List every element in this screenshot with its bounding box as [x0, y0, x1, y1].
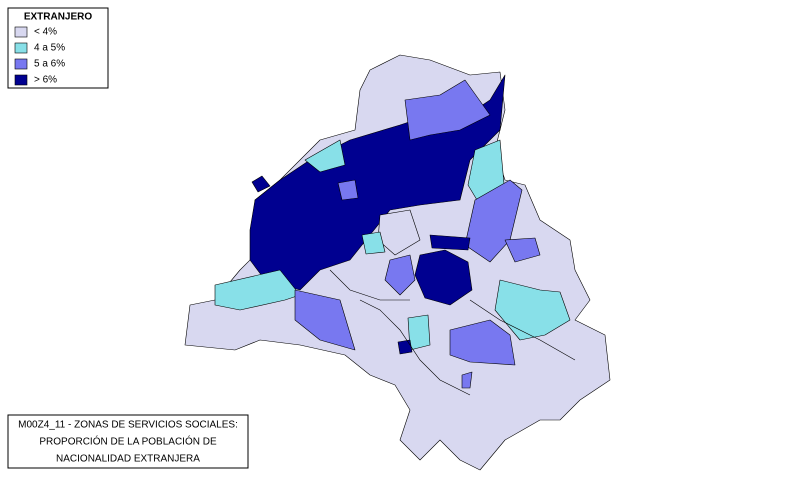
zone [494, 279, 571, 341]
zone [504, 237, 541, 263]
legend-swatch [14, 42, 28, 54]
zone [337, 179, 359, 201]
caption-line: NACIONALIDAD EXTRANJERA [56, 454, 200, 465]
map [184, 54, 611, 471]
boundary [329, 269, 410, 301]
zone [384, 254, 416, 296]
zone [461, 371, 473, 389]
legend-swatch [14, 74, 28, 86]
caption: M00Z4_11 - ZONAS DE SERVICIOS SOCIALES: P… [7, 414, 249, 469]
legend: EXTRANJERO < 4% 4 a 5% 5 a 6% > 6% [7, 7, 109, 89]
zone [414, 249, 473, 306]
caption-box [7, 414, 249, 469]
zone [404, 79, 491, 141]
legend-label: < 4% [34, 27, 57, 38]
legend-swatch [14, 26, 28, 38]
legend-swatch [14, 58, 28, 70]
zone [304, 139, 346, 173]
zone [361, 231, 386, 255]
legend-label: 5 a 6% [34, 59, 65, 70]
boundary [359, 299, 471, 396]
zone [449, 319, 516, 366]
zone [397, 339, 413, 355]
zone [251, 175, 271, 193]
legend-label: 4 a 5% [34, 43, 65, 54]
boundary [469, 299, 576, 361]
zone [214, 269, 301, 311]
zone [407, 314, 431, 351]
caption-line: PROPORCIÓN DE LA POBLACIÓN DE [39, 435, 217, 448]
legend-label: > 6% [34, 75, 57, 86]
zone [429, 234, 471, 251]
legend-title: EXTRANJERO [24, 12, 93, 23]
caption-line: M00Z4_11 - ZONAS DE SERVICIOS SOCIALES: [18, 420, 238, 431]
zone [294, 289, 356, 351]
